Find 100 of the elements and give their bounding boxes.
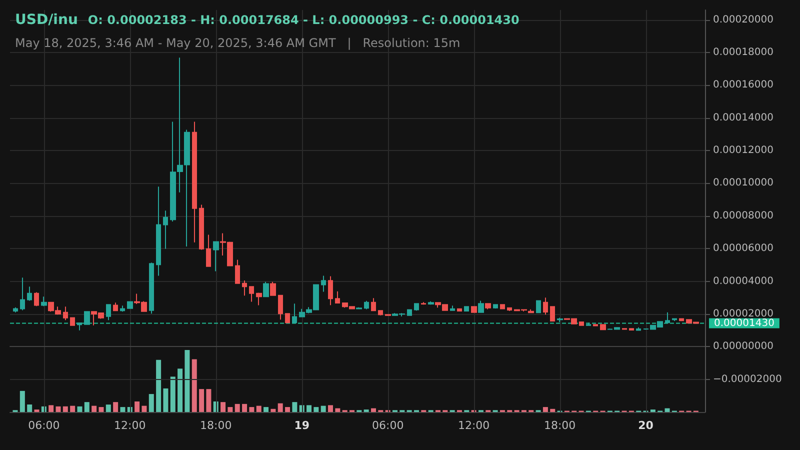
bar <box>285 407 290 412</box>
bar <box>550 408 556 412</box>
candlestick <box>13 306 18 313</box>
candlestick <box>665 312 670 324</box>
bar <box>20 390 25 412</box>
candlestick <box>192 121 197 243</box>
candlestick <box>206 234 211 268</box>
candlestick <box>507 307 512 312</box>
bar <box>48 405 54 412</box>
bar <box>178 368 183 412</box>
candlestick <box>679 318 684 322</box>
bar <box>371 408 376 412</box>
candlestick <box>485 302 491 310</box>
candlestick <box>249 286 254 302</box>
y-tick-label: 0.00014000 <box>713 112 774 124</box>
candlestick <box>579 321 584 326</box>
candlestick <box>378 310 383 316</box>
x-tick-label: 12:00 <box>114 419 146 432</box>
candlestick <box>63 306 68 321</box>
candlestick <box>213 240 219 272</box>
candlestick <box>120 305 125 312</box>
chart-title: USD/inu <box>15 12 78 28</box>
candlestick <box>550 306 555 322</box>
candlestick <box>636 326 641 331</box>
candlestick <box>457 308 462 312</box>
candlestick <box>356 306 362 310</box>
candlestick <box>199 204 204 250</box>
candlestick <box>235 259 240 284</box>
candlestick <box>629 328 634 331</box>
bar <box>84 402 90 412</box>
candlestick <box>543 297 548 316</box>
bar <box>328 405 334 412</box>
bar <box>234 404 240 412</box>
y-tick-label: 0.00010000 <box>713 178 774 189</box>
y-tick-label: 0.00004000 <box>713 276 774 287</box>
candlestick <box>106 304 111 321</box>
bar <box>163 388 168 412</box>
candlestick <box>414 302 419 312</box>
candlestick <box>335 290 340 304</box>
candlestick <box>270 281 276 296</box>
y-tick-label: 0.00006000 <box>713 243 774 254</box>
bar <box>70 406 76 412</box>
bar <box>220 402 226 412</box>
bar <box>256 406 262 412</box>
bar <box>184 350 190 412</box>
candlestick <box>385 314 391 316</box>
bar <box>192 359 197 412</box>
candlestick <box>364 300 369 310</box>
candlestick <box>256 292 262 306</box>
bar <box>306 405 312 412</box>
bar <box>120 407 126 412</box>
candlestick <box>34 292 39 307</box>
candlestick <box>464 306 469 312</box>
candlestick <box>672 318 677 322</box>
bar <box>242 404 248 412</box>
candlestick <box>156 186 161 276</box>
bar <box>134 401 140 412</box>
bar <box>98 407 104 412</box>
candlestick <box>263 281 269 298</box>
candlestick <box>149 262 154 314</box>
candlestick <box>600 324 606 330</box>
candlestick <box>478 300 484 314</box>
text: May 18, 2025, 3:46 AM - May 20, 2025, 3:46 AM GMT | Resolution: 15m <box>15 36 460 50</box>
candlestick <box>278 294 283 320</box>
bar <box>320 406 326 412</box>
y-tick-label: 0.00002000 <box>713 308 774 320</box>
x-tick-label: 12:00 <box>458 419 490 432</box>
candlestick <box>536 300 541 314</box>
bar <box>249 407 254 412</box>
bar <box>62 406 68 412</box>
annotation: O: 0.00002183 - H: 0.00017684 - L: 0.00000993 - C: 0.00001430 <box>88 13 520 27</box>
bar <box>542 407 548 412</box>
candlestick <box>371 298 376 312</box>
y-tick-label: 0.00012000 <box>713 145 774 156</box>
x-tick-label: 18:00 <box>544 419 576 432</box>
bar <box>206 389 212 412</box>
bar <box>27 404 32 412</box>
bar <box>199 389 204 412</box>
candlestick <box>593 324 598 327</box>
candlestick <box>421 302 426 306</box>
candlestick <box>471 306 477 314</box>
y-tick-label: 0.00016000 <box>713 80 774 91</box>
candlestick <box>493 304 498 310</box>
candlestick <box>407 308 412 316</box>
bar <box>106 404 111 412</box>
x-tick-label: 06:00 <box>28 419 60 432</box>
bar <box>170 376 176 412</box>
candlestick <box>127 300 133 310</box>
candlestick <box>528 308 534 314</box>
candlestick <box>428 300 434 306</box>
candlestick <box>113 302 118 312</box>
candlestick <box>70 316 75 326</box>
y-tick-label: 0.00000000 <box>713 341 774 352</box>
bar <box>335 408 340 412</box>
candlestick <box>77 322 82 331</box>
bar <box>292 402 298 412</box>
bar <box>113 402 118 412</box>
bar <box>142 406 147 412</box>
bar <box>664 408 670 412</box>
candlestick <box>242 280 247 296</box>
